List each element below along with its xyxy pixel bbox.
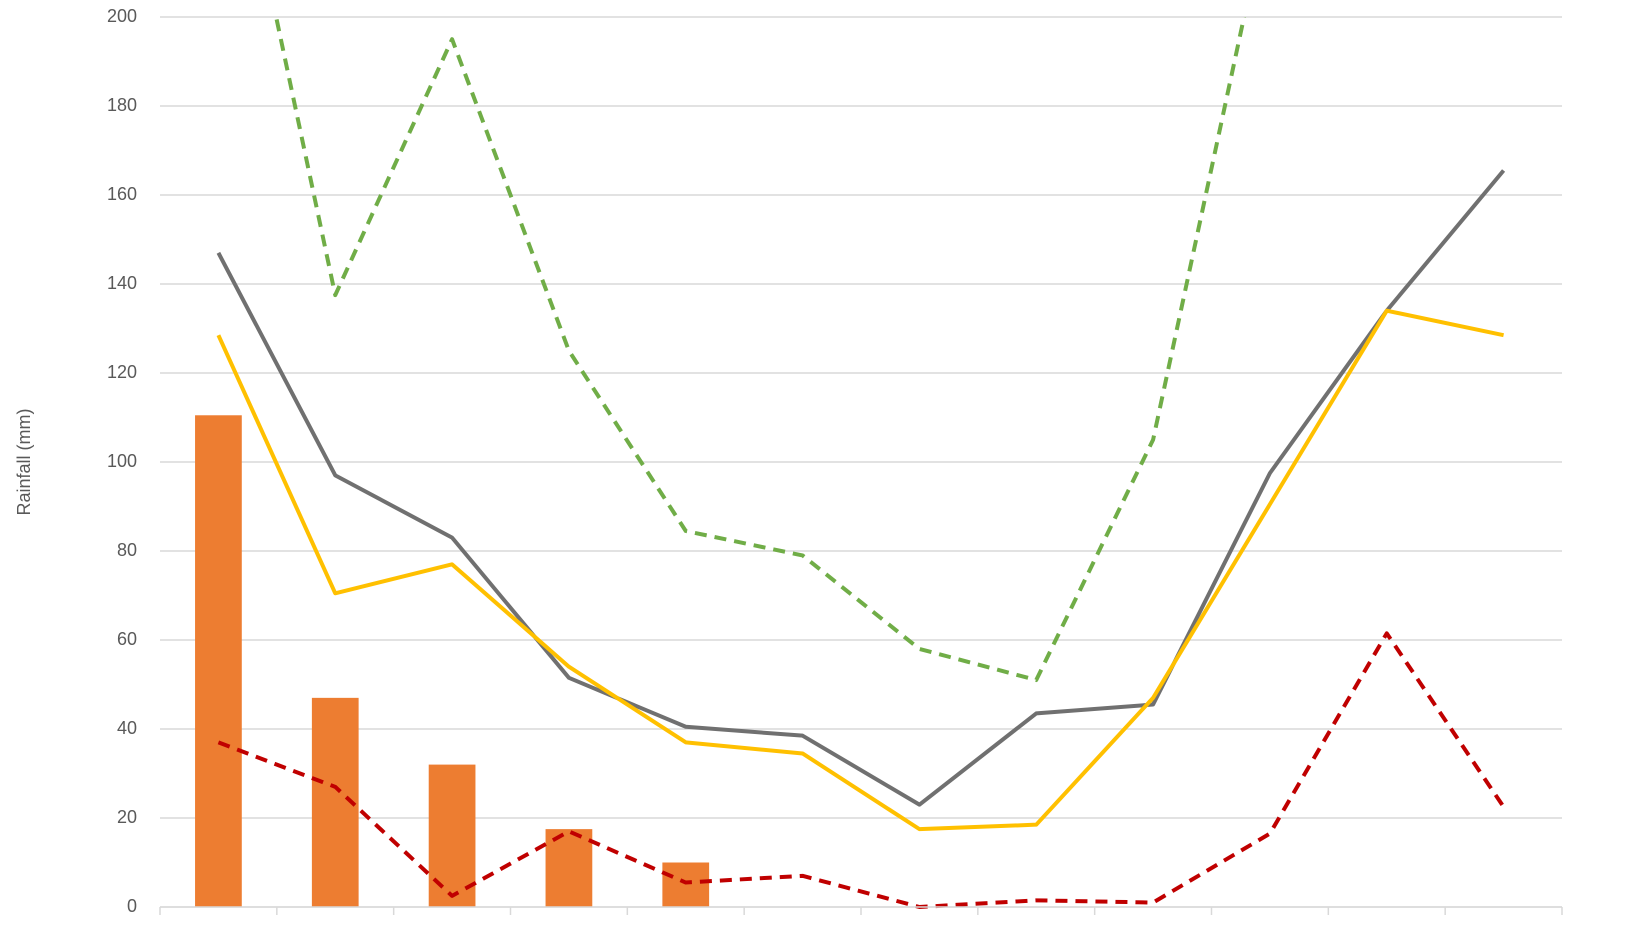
y-tick-label: 100 bbox=[107, 451, 137, 471]
y-tick-label: 20 bbox=[117, 807, 137, 827]
line bbox=[274, 17, 1247, 683]
y-tick-label: 180 bbox=[107, 95, 137, 115]
y-tick-label: 40 bbox=[117, 718, 137, 738]
bar bbox=[662, 862, 710, 907]
y-tick-label: 140 bbox=[107, 273, 137, 293]
line bbox=[217, 631, 1506, 909]
line bbox=[216, 308, 1504, 832]
plot-area bbox=[195, 17, 1506, 909]
y-tick-label: 200 bbox=[107, 6, 137, 26]
y-tick-label: 160 bbox=[107, 184, 137, 204]
y-tick-label: 60 bbox=[117, 629, 137, 649]
y-tick-label: 0 bbox=[127, 896, 137, 916]
bar bbox=[195, 415, 242, 907]
line bbox=[216, 169, 1506, 807]
y-tick-label: 80 bbox=[117, 540, 137, 560]
y-axis-label: Rainfall (mm) bbox=[14, 408, 34, 515]
y-tick-label: 120 bbox=[107, 362, 137, 382]
bar bbox=[545, 829, 593, 907]
